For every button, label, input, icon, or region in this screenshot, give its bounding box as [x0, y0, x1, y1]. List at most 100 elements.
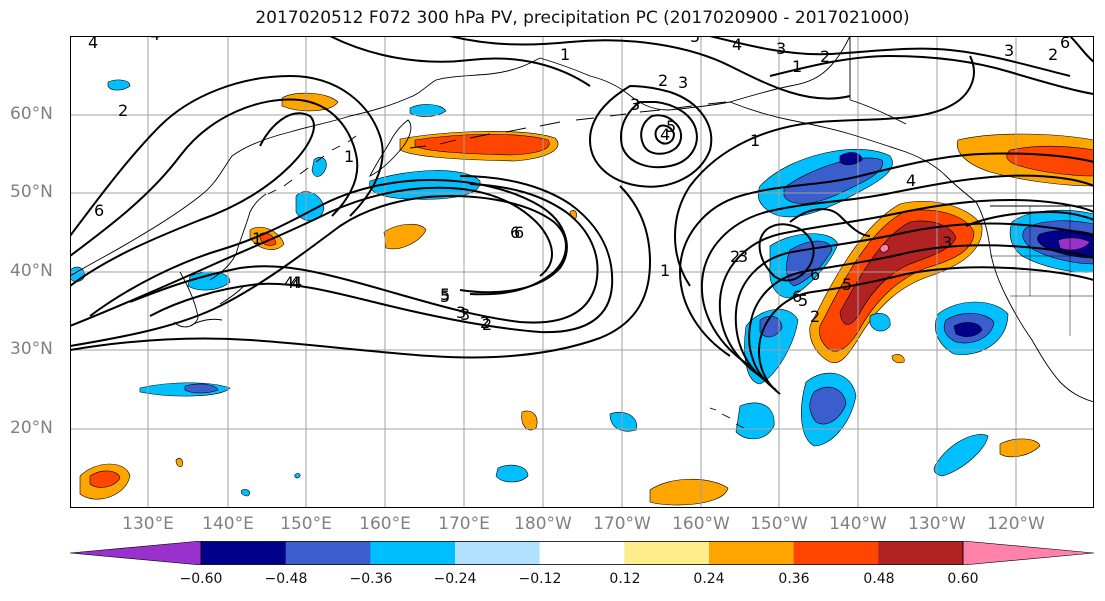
contour-label: 1 — [792, 57, 802, 76]
lon-label-160w: 160°W — [672, 514, 730, 534]
precip-shade — [933, 434, 989, 477]
lon-label-120w: 120°W — [987, 514, 1045, 534]
contour-label: 5 — [666, 117, 676, 136]
lat-label-30n: 30°N — [10, 339, 53, 359]
colorbar-frame — [200, 541, 964, 565]
map-panel: 4 4 2 6 1 1 5 4 3 2 1 2 3 3 4 5 6 1 2 3 … — [70, 36, 1094, 508]
colorbar-extend-high — [962, 541, 1094, 565]
pv-contour — [654, 124, 676, 145]
lat-label-20n: 20°N — [10, 418, 53, 438]
precip-shade — [495, 464, 529, 483]
lon-label-150e: 150°E — [280, 514, 332, 534]
colorbar-tick: −0.24 — [433, 571, 477, 587]
contour-label: 2 — [482, 315, 492, 334]
contour-label: 2 — [730, 247, 740, 266]
pv-contours — [70, 36, 1094, 395]
pv-contour — [748, 244, 1094, 391]
coastline-alaska — [539, 36, 977, 203]
precip-shade — [879, 244, 889, 253]
contour-label: 5 — [440, 285, 450, 304]
contour-label: 1 — [660, 261, 670, 280]
contour-label: 3 — [738, 247, 748, 266]
lat-label-50n: 50°N — [10, 182, 53, 202]
lon-label-130e: 130°E — [122, 514, 174, 534]
pv-contour — [70, 194, 567, 347]
contour-label: 1 — [560, 45, 570, 64]
map-title: 2017020512 F072 300 hPa PV, precipitatio… — [255, 8, 910, 28]
contour-label: 2 — [480, 313, 490, 332]
contour-label: 4 — [732, 36, 742, 54]
contour-label: 2 — [820, 47, 830, 66]
contour-label: 4 — [290, 273, 300, 292]
contour-label: 4 — [284, 273, 294, 292]
pv-contour — [70, 98, 359, 257]
colorbar-extend-low — [70, 541, 202, 565]
precip-shade — [311, 156, 327, 177]
colorbar-tick: 0.60 — [947, 571, 979, 587]
colorbar — [70, 541, 1094, 565]
contour-label: 6 — [792, 287, 802, 306]
pv-contour — [449, 36, 851, 100]
precip-shade — [89, 470, 121, 488]
contour-label: 6 — [1060, 36, 1070, 52]
pv-contour — [70, 185, 652, 359]
colorbar-bin — [370, 541, 456, 565]
precip-shade — [869, 313, 891, 332]
precip-shade — [809, 386, 847, 425]
coastline-north-america — [975, 201, 1094, 403]
coastline-kuril-islands — [267, 135, 357, 195]
colorbar-tick: 0.12 — [609, 571, 641, 587]
precip-shade — [649, 478, 729, 506]
colorbar-bin — [455, 541, 541, 565]
contour-label: 3 — [630, 95, 640, 114]
contour-label: 4 — [88, 36, 98, 52]
contour-labels: 4 4 2 6 1 1 5 4 3 2 1 2 3 3 4 5 6 1 2 3 … — [88, 36, 1070, 334]
pv-contour — [70, 74, 384, 237]
contour-label: 5 — [690, 36, 700, 46]
lon-label-170w: 170°W — [593, 514, 651, 534]
colorbar-tick: 0.24 — [693, 571, 725, 587]
lon-label-180w: 180°W — [514, 514, 572, 534]
colorbar-bin — [624, 541, 710, 565]
lat-label-40n: 40°N — [10, 261, 53, 281]
precip-shade — [891, 354, 905, 364]
pv-contour — [965, 210, 1094, 227]
contour-label: 3 — [776, 39, 786, 58]
precip-shade — [839, 152, 863, 166]
contour-label: 2 — [810, 307, 820, 326]
contour-label: 3 — [460, 305, 470, 324]
pv-contour — [709, 36, 1071, 77]
map-canvas: 4 4 2 6 1 1 5 4 3 2 1 2 3 3 4 5 6 1 2 3 … — [70, 36, 1094, 508]
lat-label-60n: 60°N — [10, 104, 53, 124]
pv-contour — [1069, 36, 1094, 63]
colorbar-bin — [709, 541, 795, 565]
contour-label: 4 — [660, 125, 670, 144]
lon-label-140w: 140°W — [829, 514, 887, 534]
precip-shade — [735, 402, 775, 440]
contour-label: 5 — [842, 275, 852, 294]
lon-label-170e: 170°E — [438, 514, 490, 534]
pv-contour — [789, 208, 871, 237]
colorbar-tick: 0.48 — [863, 571, 895, 587]
pv-contour — [129, 183, 599, 324]
precip-shade — [609, 411, 637, 432]
precip-shade — [184, 383, 219, 394]
coastline-japan — [189, 193, 267, 327]
pv-contour — [70, 112, 315, 287]
pv-contour — [89, 178, 568, 317]
contour-label: 6 — [514, 223, 524, 242]
contour-label: 4 — [150, 36, 160, 44]
contour-label: 2 — [118, 101, 128, 120]
colorbar-bin — [285, 541, 371, 565]
colorbar-tick: −0.36 — [349, 571, 393, 587]
contour-label: 1 — [344, 147, 354, 166]
precip-shade — [240, 489, 250, 497]
pv-contour — [640, 114, 682, 155]
colorbar-tick: 0.36 — [778, 571, 810, 587]
contour-label: 2 — [658, 71, 668, 90]
pv-contour — [678, 152, 1094, 357]
colorbar-bin — [539, 541, 625, 565]
colorbar-bin — [201, 541, 287, 565]
colorbar-tick: −0.12 — [518, 571, 562, 587]
contour-label: 3 — [1004, 41, 1014, 60]
